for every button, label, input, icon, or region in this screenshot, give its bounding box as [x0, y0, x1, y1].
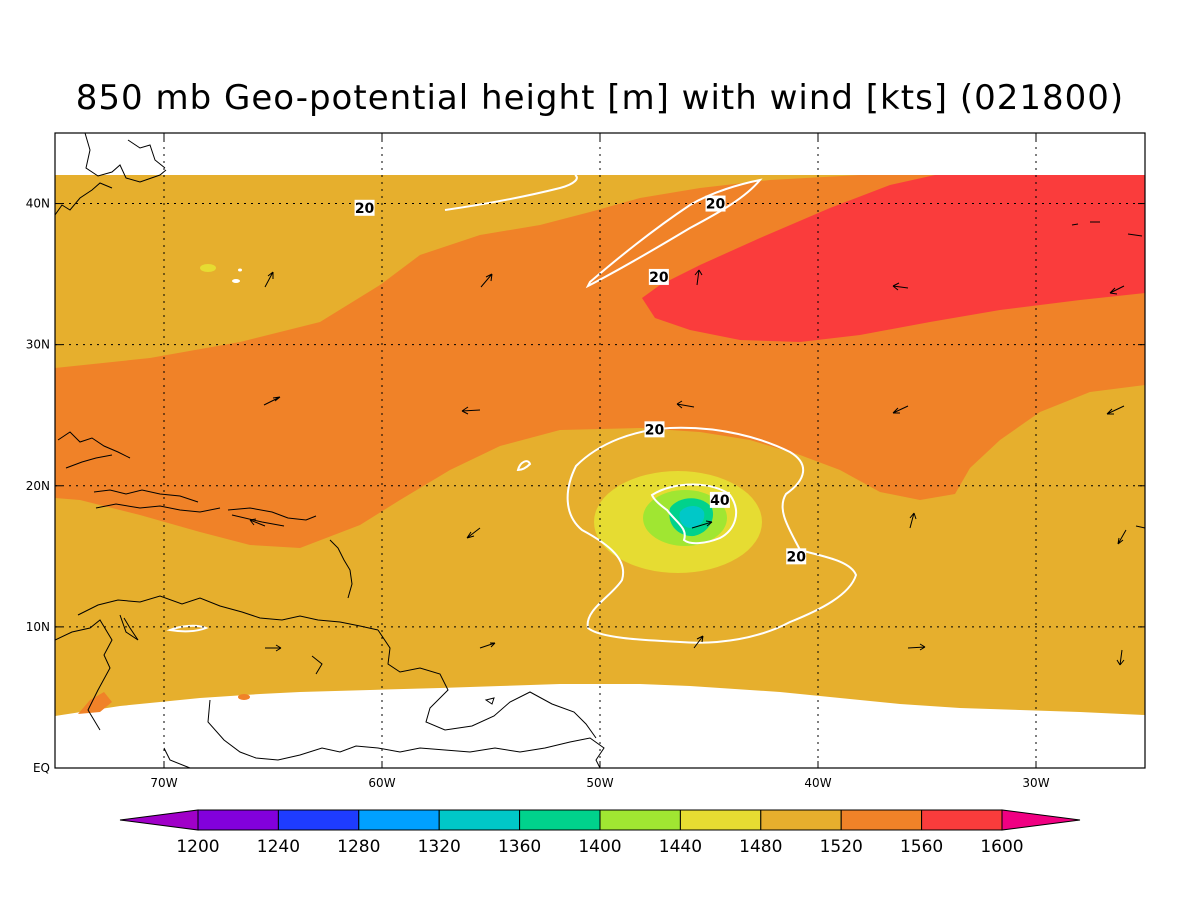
band-1600: [642, 175, 1145, 342]
y-tick-label: 20N: [26, 479, 50, 493]
spot-white-1: [232, 279, 240, 283]
colorbar-label: 1440: [659, 837, 702, 857]
y-tick-label: 40N: [26, 197, 50, 211]
spot-white-2: [238, 268, 242, 272]
colorbar-label: 1600: [980, 837, 1023, 857]
colorbar-label: 1560: [900, 837, 943, 857]
colorbar-box: [921, 809, 1003, 831]
y-tick-label: 30N: [26, 338, 50, 352]
colorbar-box: [358, 809, 440, 831]
colorbar-box: [760, 809, 842, 831]
contour-label: 40: [709, 491, 730, 509]
colorbar-high-arrow: [1001, 809, 1081, 831]
wind-contour-20-north: [444, 174, 578, 211]
spot-yellow: [200, 264, 216, 272]
colorbar-box: [679, 809, 762, 831]
contour-label: 20: [644, 421, 665, 438]
colorbar-box: [519, 809, 601, 831]
wind-contours: [166, 174, 858, 644]
lat-lon-grid: [55, 133, 1145, 768]
map-title: 850 mb Geo-potential height [m] with win…: [75, 78, 1125, 118]
colorbar: 1200 1240 1280 1320 1360 1400 1440 1480 1520 1560…: [119, 809, 1081, 857]
x-tick-label: 30W: [1022, 776, 1049, 790]
contour-label-bg: [644, 421, 665, 438]
x-tick-label: 60W: [368, 776, 395, 790]
x-tick-label: 40W: [804, 776, 831, 790]
colorbar-label: 1400: [578, 837, 621, 857]
colorbar-label: 1280: [337, 837, 380, 857]
wind-contour-20-west-islands: [166, 460, 532, 633]
contour-label-text: 20: [649, 270, 669, 286]
colorbar-label: 1520: [820, 837, 863, 857]
band-1360-low: [679, 506, 705, 528]
contour-labels: 20 20 20 20 40 20: [354, 195, 807, 565]
colorbar-label: 1360: [498, 837, 541, 857]
colorbar-box: [197, 809, 279, 831]
contour-label-bg: [354, 199, 375, 216]
colorbar-label: 1320: [418, 837, 461, 857]
wind-contour-20-ne: [585, 178, 763, 289]
colorbar-box: [840, 809, 923, 831]
x-tick-label: 70W: [150, 776, 177, 790]
contour-label-bg: [705, 195, 726, 212]
colorbar-box: [438, 809, 521, 831]
wind-contour-40: [650, 483, 738, 545]
wind-contour-20-storm: [566, 426, 858, 644]
colorbar-box: [277, 809, 360, 831]
spot-1560-south: [78, 692, 112, 714]
contour-label-text: 20: [706, 197, 726, 213]
contour-label-bg: [648, 268, 669, 285]
y-tick-label: EQ: [33, 761, 50, 775]
contour-label-text: 20: [786, 549, 806, 565]
coastlines: [55, 133, 605, 768]
contour-label-text: 20: [645, 422, 665, 438]
colorbar-low-arrow: [119, 809, 199, 831]
colorbar-box: [599, 809, 681, 831]
contour-label-bg: [786, 548, 807, 565]
contour-label: 20: [648, 268, 669, 286]
spot-1560-south-2: [238, 694, 250, 700]
wind-vectors: [249, 221, 1146, 666]
contour-label: 20: [705, 195, 726, 213]
axis-ticks: 70W 60W 50W 40W 30W EQ 10N 20N 30N 40N: [26, 133, 1145, 790]
contour-label-text: 20: [355, 201, 375, 217]
contour-label: 20: [354, 199, 375, 217]
height-field: [55, 133, 1145, 768]
colorbar-label: 1240: [257, 837, 300, 857]
y-tick-label: 10N: [26, 620, 50, 634]
contour-label: 20: [786, 548, 807, 565]
contour-label-text: 40: [710, 493, 730, 509]
x-tick-label: 50W: [586, 776, 613, 790]
colorbar-label: 1200: [176, 837, 219, 857]
contour-label-bg: [709, 491, 730, 508]
colorbar-label: 1480: [739, 837, 782, 857]
